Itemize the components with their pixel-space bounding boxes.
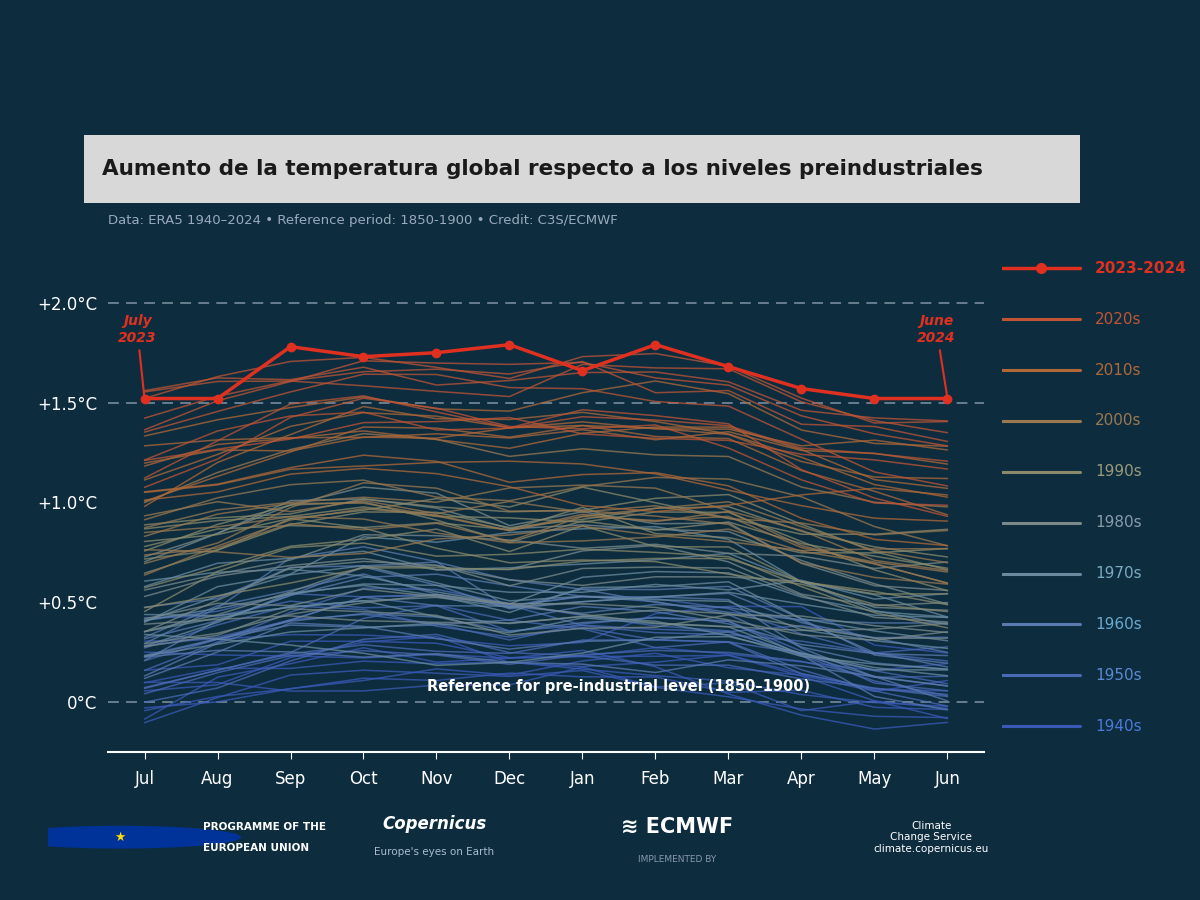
Text: Data: ERA5 1940–2024 • Reference period: 1850-1900 • Credit: C3S/ECMWF: Data: ERA5 1940–2024 • Reference period:…: [108, 214, 618, 227]
Text: Aumento de la temperatura global respecto a los niveles preindustriales: Aumento de la temperatura global respect…: [102, 158, 983, 179]
Text: 1980s: 1980s: [1096, 515, 1141, 530]
Text: Reference for pre-industrial level (1850–1900): Reference for pre-industrial level (1850…: [427, 679, 810, 694]
Text: PROGRAMME OF THE: PROGRAMME OF THE: [203, 822, 325, 832]
Text: 1950s: 1950s: [1096, 668, 1141, 683]
Text: ★: ★: [114, 831, 125, 843]
Text: IMPLEMENTED BY: IMPLEMENTED BY: [638, 855, 716, 864]
Text: Copernicus: Copernicus: [383, 814, 486, 832]
Text: ≋ ECMWF: ≋ ECMWF: [622, 817, 733, 837]
Text: June
2024: June 2024: [917, 314, 955, 396]
Text: 2020s: 2020s: [1096, 311, 1141, 327]
Text: 1970s: 1970s: [1096, 566, 1141, 581]
Circle shape: [0, 826, 241, 849]
Text: July
2023: July 2023: [118, 314, 156, 396]
Text: 1940s: 1940s: [1096, 718, 1141, 734]
Text: 1990s: 1990s: [1096, 464, 1141, 480]
Text: 1960s: 1960s: [1096, 616, 1141, 632]
Text: Climate
Change Service
climate.copernicus.eu: Climate Change Service climate.copernicu…: [874, 821, 989, 854]
Text: EUROPEAN UNION: EUROPEAN UNION: [203, 842, 308, 852]
Text: 2023-2024: 2023-2024: [1096, 261, 1187, 276]
Text: Europe's eyes on Earth: Europe's eyes on Earth: [374, 847, 494, 857]
Text: 2010s: 2010s: [1096, 363, 1141, 378]
Text: 2000s: 2000s: [1096, 413, 1141, 428]
